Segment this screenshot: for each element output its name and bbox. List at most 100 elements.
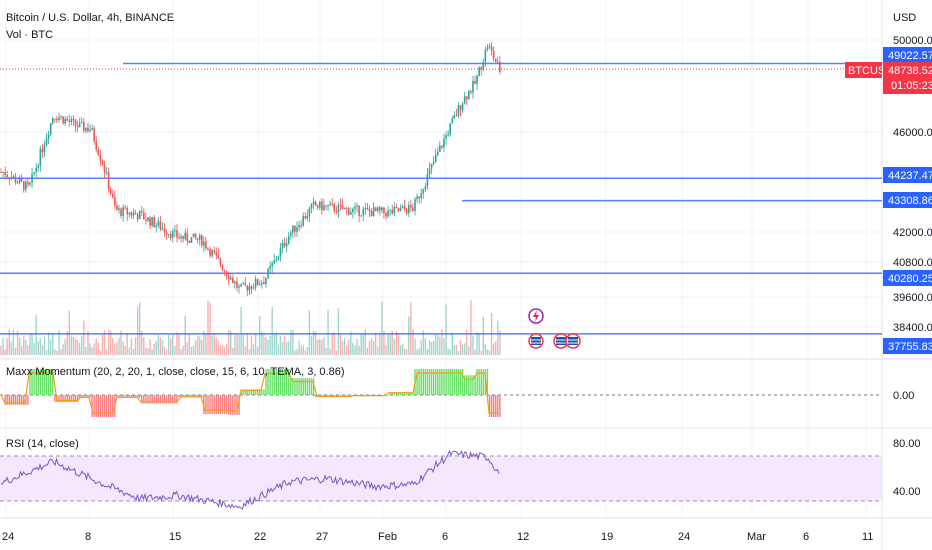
volume-bar xyxy=(459,339,462,355)
rsi-band xyxy=(0,456,882,501)
time-tick: 15 xyxy=(169,531,181,543)
momentum-bar xyxy=(66,395,68,403)
volume-bar xyxy=(478,333,480,355)
momentum-bar xyxy=(290,378,292,395)
rsi-pane[interactable] xyxy=(0,449,882,510)
volume-bar xyxy=(412,329,414,355)
candle-body xyxy=(194,233,197,239)
volume-bar xyxy=(188,334,191,355)
candle-body xyxy=(480,67,483,70)
lightning-icon[interactable] xyxy=(528,308,544,324)
time-tick: 12 xyxy=(517,531,529,543)
us-flag-icon[interactable] xyxy=(565,333,581,349)
volume-bar xyxy=(372,340,375,355)
candle-body xyxy=(331,203,333,205)
momentum-bar xyxy=(256,389,259,395)
momentum-bar xyxy=(428,369,431,395)
momentum-pane[interactable] xyxy=(0,369,882,417)
rsi-upper-label: 80.00 xyxy=(893,438,921,450)
candle-body xyxy=(463,96,466,104)
candle-body xyxy=(190,237,193,243)
candle-body xyxy=(258,284,261,286)
volume-bar xyxy=(60,349,62,355)
volume-bar xyxy=(308,310,311,355)
momentum-bar xyxy=(288,369,290,395)
level-tag-text: 37755.83 xyxy=(888,341,932,353)
volume-bar xyxy=(49,340,52,355)
momentum-bar xyxy=(492,395,495,417)
momentum-bar xyxy=(281,369,284,395)
volume-bar xyxy=(35,315,37,355)
volume-bar xyxy=(317,339,319,355)
candle-body xyxy=(217,254,220,259)
price-tags[interactable]: 49022.57 BTCUSD 48738.52 01:05:23 44237.… xyxy=(845,47,932,354)
volume-bar xyxy=(321,339,323,355)
candle-body xyxy=(292,225,294,233)
momentum-bar xyxy=(72,395,75,403)
rsi-title[interactable]: RSI (14, close) xyxy=(6,438,79,450)
momentum-bar xyxy=(16,395,19,405)
volume-bar xyxy=(261,331,263,355)
momentum-bar xyxy=(101,395,104,417)
momentum-bar xyxy=(145,395,147,404)
candle-body xyxy=(366,207,369,209)
volume-bar xyxy=(56,350,58,355)
momentum-bar xyxy=(232,395,234,415)
event-icons[interactable] xyxy=(528,308,581,349)
candle-body xyxy=(41,148,44,153)
candle-body xyxy=(240,283,242,287)
momentum-bar xyxy=(209,395,211,415)
volume-bar xyxy=(182,345,184,355)
volume-bar xyxy=(368,340,371,355)
candle-body xyxy=(347,208,350,215)
momentum-bar xyxy=(194,395,197,398)
volume-label[interactable]: Vol · BTC xyxy=(6,29,53,41)
volume-bar xyxy=(408,316,410,355)
momentum-bar xyxy=(283,369,286,395)
momentum-bar xyxy=(490,395,493,417)
currency-label[interactable]: USD xyxy=(893,12,916,24)
volume-bar xyxy=(180,348,182,355)
volume-bar xyxy=(209,302,211,355)
volume-bar xyxy=(112,338,114,355)
candle-body xyxy=(165,232,168,235)
volume-bar xyxy=(466,329,468,355)
volume-bar xyxy=(54,349,56,355)
volume-bar xyxy=(153,343,155,355)
momentum-title[interactable]: Maxx Momentum (20, 2, 20, 1, close, clos… xyxy=(6,366,345,378)
momentum-bar xyxy=(234,395,236,415)
momentum-bar xyxy=(420,369,422,395)
momentum-bar xyxy=(401,392,404,395)
momentum-bar xyxy=(39,369,42,395)
volume-bar xyxy=(360,334,362,355)
volume-bar xyxy=(449,349,451,355)
candle-body xyxy=(103,164,106,173)
candle-body xyxy=(203,241,205,246)
momentum-bar xyxy=(314,395,317,397)
price-axis[interactable]: 50000.00 46000.00 42000.00 40800.00 3960… xyxy=(893,35,932,334)
volume-bar xyxy=(74,338,77,355)
us-flag-icon[interactable] xyxy=(528,333,544,349)
price-tick: 42000.00 xyxy=(893,227,932,239)
candle-body xyxy=(169,233,172,238)
momentum-bar xyxy=(149,395,151,404)
momentum-bar xyxy=(279,369,282,395)
candle-body xyxy=(25,181,27,190)
volume-bar xyxy=(132,348,135,355)
horizontal-levels[interactable] xyxy=(0,62,882,335)
candle-body xyxy=(39,148,42,166)
candle-body xyxy=(2,171,4,173)
momentum-bar xyxy=(244,389,246,395)
momentum-bar xyxy=(153,395,155,404)
candle-body xyxy=(16,182,19,184)
volume-bar xyxy=(27,345,29,355)
time-axis[interactable]: 24 8 15 22 27 Feb 6 12 19 24 Mar 6 11 xyxy=(2,531,873,543)
volume-bar xyxy=(8,329,10,355)
candle-body xyxy=(449,123,451,135)
candle-body xyxy=(225,271,228,276)
volume-bar xyxy=(288,341,290,355)
momentum-bar xyxy=(432,369,435,395)
volume-bar xyxy=(174,345,176,355)
symbol-title[interactable]: Bitcoin / U.S. Dollar, 4h, BINANCE xyxy=(6,12,174,24)
